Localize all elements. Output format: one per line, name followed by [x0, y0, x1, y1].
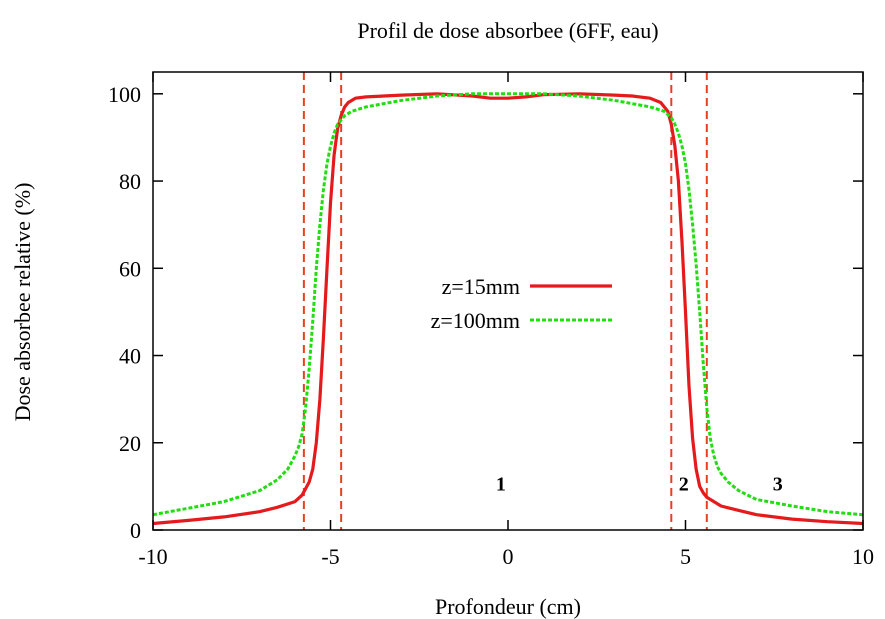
series-lines: [152, 92, 864, 526]
series-line-2: [152, 92, 864, 517]
plot-frame: [152, 71, 864, 531]
x-axis-title: Profondeur (cm): [435, 594, 581, 619]
y-axis-title: Dose absorbee relative (%): [10, 183, 35, 422]
legend-label-2: z=100mm: [431, 308, 520, 333]
region-label-3: 3: [773, 474, 783, 496]
tick-marks: [152, 72, 864, 531]
legend-label-1: z=15mm: [442, 274, 520, 299]
y-tick-label: 60: [119, 256, 141, 281]
plot-frame-border: [152, 71, 864, 531]
legend: z=15mm z=100mm: [431, 274, 612, 333]
region-label-2: 2: [679, 474, 689, 496]
y-tick-label: 20: [119, 431, 141, 456]
chart-title: Profil de dose absorbee (6FF, eau): [357, 18, 658, 43]
y-tick-label: 0: [130, 518, 141, 543]
series-line-1: [152, 92, 864, 526]
field-edge-markers: [302, 72, 708, 530]
y-tick-label: 40: [119, 344, 141, 369]
x-tick-label: 5: [680, 544, 691, 569]
x-tick-label: 0: [503, 544, 514, 569]
region-annotations: 1 2 3: [496, 474, 783, 496]
x-tick-label: -5: [321, 544, 339, 569]
region-label-1: 1: [496, 474, 506, 496]
y-tick-label: 100: [108, 82, 141, 107]
y-tick-label: 80: [119, 169, 141, 194]
x-tick-label: 10: [852, 544, 874, 569]
x-tick-label: -10: [138, 544, 167, 569]
